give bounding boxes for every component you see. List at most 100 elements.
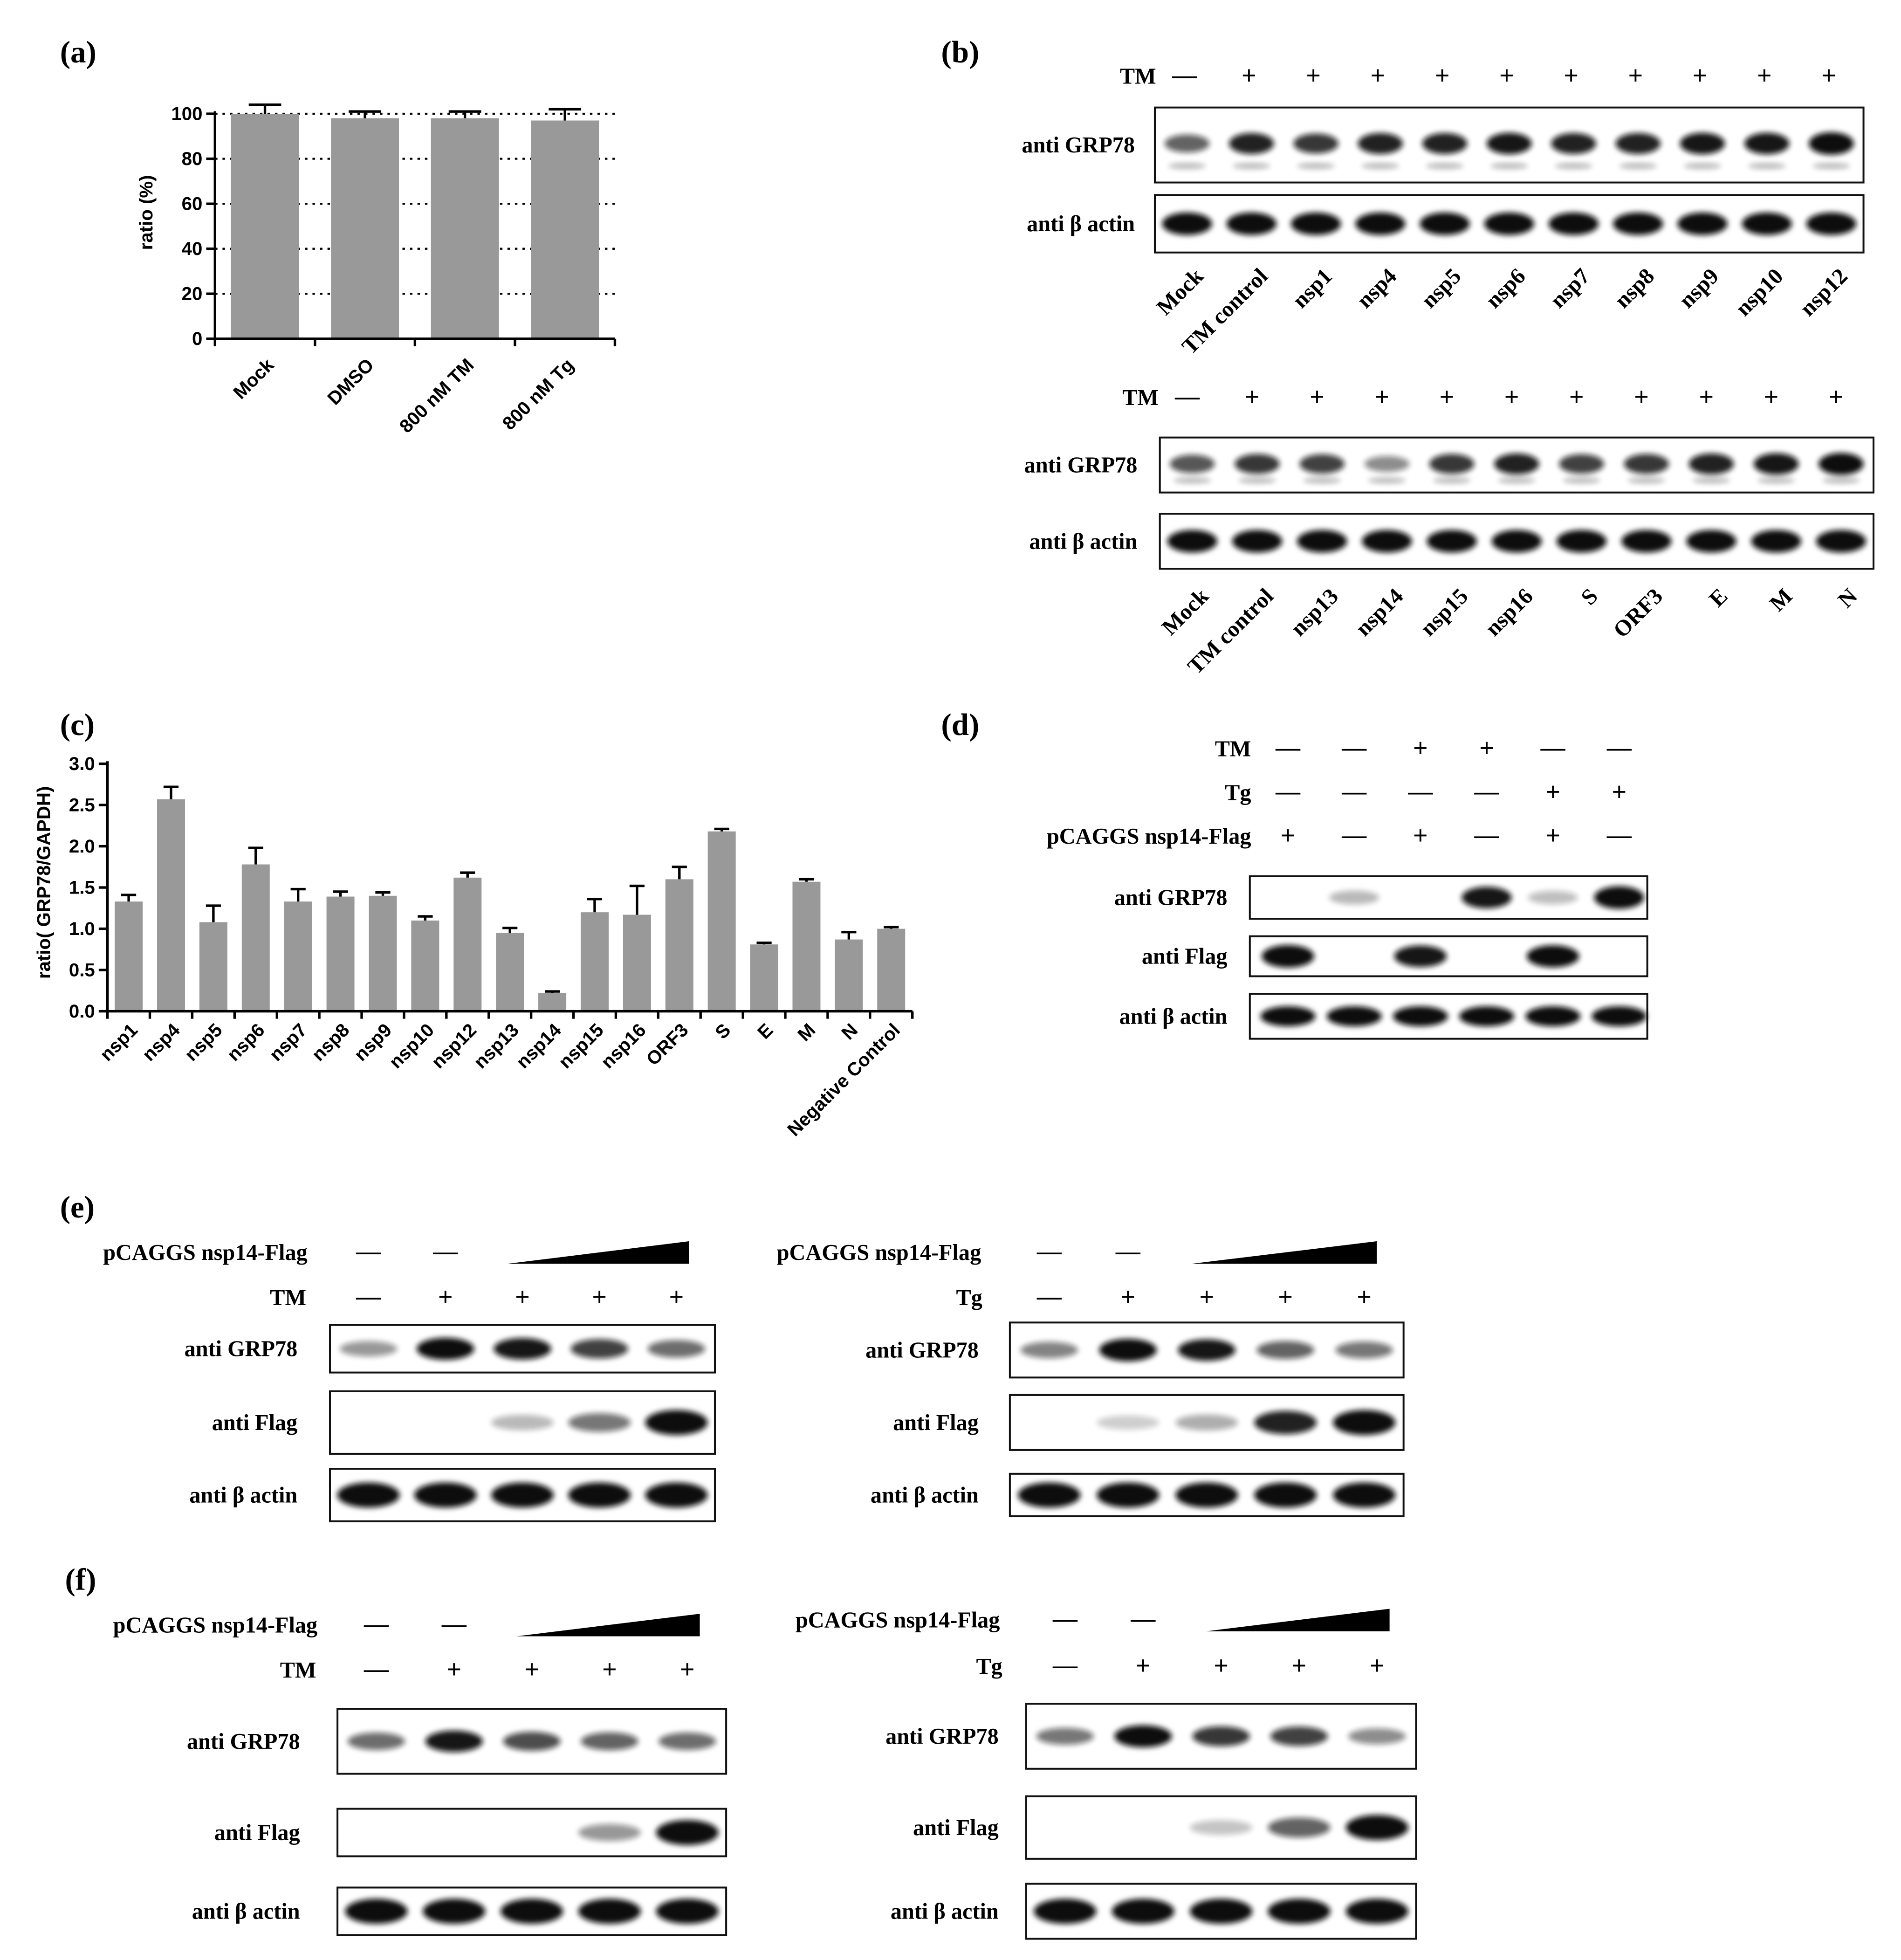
panel-d-sign: — xyxy=(1276,777,1301,805)
panel-b-top-grp78-faint-band xyxy=(1490,163,1528,169)
chart-c-xtick-label: nsp4 xyxy=(138,1019,185,1066)
panel-f-right-grp78-band xyxy=(1348,1728,1406,1745)
panel-d-actin-band xyxy=(1592,1006,1647,1026)
panel-e-left-treat-sign: + xyxy=(669,1283,684,1311)
panel-d-actin-band xyxy=(1326,1006,1382,1026)
chart-a-bar xyxy=(431,118,499,339)
panel-b-bottom-lane-label: Mock xyxy=(1157,584,1214,640)
panel-b-top-actin-band xyxy=(1677,212,1728,235)
panel-b-bottom-lane-label: nsp16 xyxy=(1481,584,1538,641)
panel-f-right-actin-band xyxy=(1034,1898,1097,1924)
panel-b-bottom-grp78-band xyxy=(1299,454,1345,474)
panel-b-bottom-lane-label: E xyxy=(1704,584,1732,612)
panel-e-left: pCAGGS nsp14-Flag — — TM — + + + + anti GRP78 anti… xyxy=(103,1238,716,1522)
panel-f-right-treat-sign: + xyxy=(1292,1651,1306,1679)
panel-b-bottom-lane-label: N xyxy=(1833,584,1862,612)
chart-c-bar xyxy=(411,920,439,1011)
panel-d-sign: — xyxy=(1408,777,1433,805)
panel-d-sign: — xyxy=(1342,734,1367,762)
panel-e-left-grp78-band xyxy=(494,1338,551,1360)
panel-b-bottom-actin-band xyxy=(1621,530,1672,553)
panel-d-actin-band xyxy=(1459,1006,1515,1026)
chart-c-bar xyxy=(623,915,651,1011)
panel-b-top-actin-band xyxy=(1484,212,1534,235)
chart-a-bar xyxy=(531,120,599,339)
panel-f-right-plasmid-label: pCAGGS nsp14-Flag xyxy=(796,1608,1000,1633)
panel-b-bottom-grp78-faint-band xyxy=(1822,477,1860,483)
panel-f-right-flag-band xyxy=(1345,1815,1408,1840)
panel-e-right-row-label: anti GRP78 xyxy=(865,1338,979,1362)
panel-d-sign: — xyxy=(1276,734,1301,762)
chart-c-xtick-label: nsp14 xyxy=(512,1019,565,1073)
chart-c-bar xyxy=(369,895,397,1011)
chart-c-bar xyxy=(750,944,778,1011)
panel-d-sign: — xyxy=(1342,777,1367,805)
panel-f-right-actin-band xyxy=(1112,1898,1174,1924)
panel-label-c: (c) xyxy=(60,707,95,742)
chart-c-bar xyxy=(496,933,524,1011)
panel-e-right-actin-band xyxy=(1333,1482,1396,1508)
panel-b-bottom-actin-band xyxy=(1491,530,1542,553)
panel-d-row-membrane xyxy=(1249,993,1648,1040)
panel-e-left-plasmid-sign: — xyxy=(356,1238,381,1265)
panel-d-actin-band xyxy=(1525,1006,1581,1026)
panel-b-top-grp78-band xyxy=(1551,133,1596,154)
chart-c-xtick-label: ORF3 xyxy=(642,1019,693,1070)
panel-f-left-treat-sign: — xyxy=(364,1655,389,1683)
panel-f-right-treat-label: Tg xyxy=(976,1654,1002,1679)
chart-c-bar xyxy=(835,939,863,1011)
panel-b-top-lane-label: nsp6 xyxy=(1481,264,1530,313)
panel-b-bottom-grp78-faint-band xyxy=(1627,477,1666,483)
panel-e-left-flag-band xyxy=(645,1410,708,1435)
panel-f-left-treat-sign: + xyxy=(524,1655,539,1683)
chart-c-bar xyxy=(453,877,482,1011)
panel-e-left-row-label: anti Flag xyxy=(212,1410,298,1435)
chart-c-bar xyxy=(792,881,821,1011)
chart-c-ytick-label: 2.0 xyxy=(69,836,95,857)
panel-d-sign: — xyxy=(1342,821,1367,849)
chart-c-bar xyxy=(538,993,567,1011)
panel-b-bottom-grp78-faint-band xyxy=(1238,477,1276,483)
panel-f-left-actin-band xyxy=(501,1898,563,1924)
panel-f-right: pCAGGS nsp14-Flag — — Tg — + + + + anti GRP78 anti… xyxy=(796,1605,1417,1940)
panel-f-left-plasmid-sign: — xyxy=(441,1610,467,1638)
panel-b-top-grp78-band xyxy=(1615,133,1661,154)
panel-f-right-actin-band xyxy=(1268,1898,1331,1924)
panel-b-bottom-actin-band xyxy=(1556,530,1607,553)
panel-e-right-plasmid-sign: — xyxy=(1037,1238,1062,1265)
panel-e-left-row-label: anti β actin xyxy=(189,1483,297,1508)
panel-e-left-grp78-band xyxy=(570,1339,628,1359)
panel-f-left-grp78-band xyxy=(659,1733,716,1750)
panel-f-left-flag-band xyxy=(656,1820,719,1845)
chart-c-xtick-label: nsp6 xyxy=(223,1019,268,1065)
chart-c-ytick-label: 0.0 xyxy=(69,1001,95,1022)
panel-b-bottom-grp78-faint-band xyxy=(1757,477,1795,483)
panel-b-top-grp78-faint-band xyxy=(1361,163,1400,169)
panel-f-left-actin-band xyxy=(578,1898,641,1924)
panel-b-bottom-actin-band xyxy=(1167,530,1217,553)
panel-b-top-grp78-band xyxy=(1164,134,1210,153)
chart-c-bar xyxy=(326,896,355,1011)
chart-a-ytick-label: 20 xyxy=(182,283,203,304)
panel-b-top-grp78-band xyxy=(1744,132,1790,154)
chart-c-bar xyxy=(665,879,693,1011)
panel-e-left-treat-sign: + xyxy=(515,1283,529,1311)
panel-b-top-grp78-faint-band xyxy=(1168,163,1206,169)
panel-e-right-plasmid-sign: — xyxy=(1116,1238,1141,1265)
panel-b-top-cond-label: TM xyxy=(1120,64,1156,89)
panel-label-d: (d) xyxy=(941,707,979,742)
panel-e-right-grp78-band xyxy=(1020,1341,1078,1358)
panel-d-row-membrane xyxy=(1249,935,1648,977)
chart-c-ytick-label: 3.0 xyxy=(69,753,95,774)
chart-a-ytick-label: 100 xyxy=(171,103,202,124)
panel-f-left-grp78-band xyxy=(425,1730,483,1752)
panel-b-top-actin-band xyxy=(1420,212,1470,235)
panel-b-top-lane-label: nsp4 xyxy=(1352,264,1401,313)
panel-b-top-lane-label: nsp5 xyxy=(1417,264,1466,313)
panel-e-right-actin-band xyxy=(1254,1482,1317,1508)
panel-e-right-grp78-band xyxy=(1178,1339,1235,1361)
panel-f-right-flag-band xyxy=(1190,1820,1253,1835)
chart-c-xtick-label: nsp13 xyxy=(470,1019,523,1073)
